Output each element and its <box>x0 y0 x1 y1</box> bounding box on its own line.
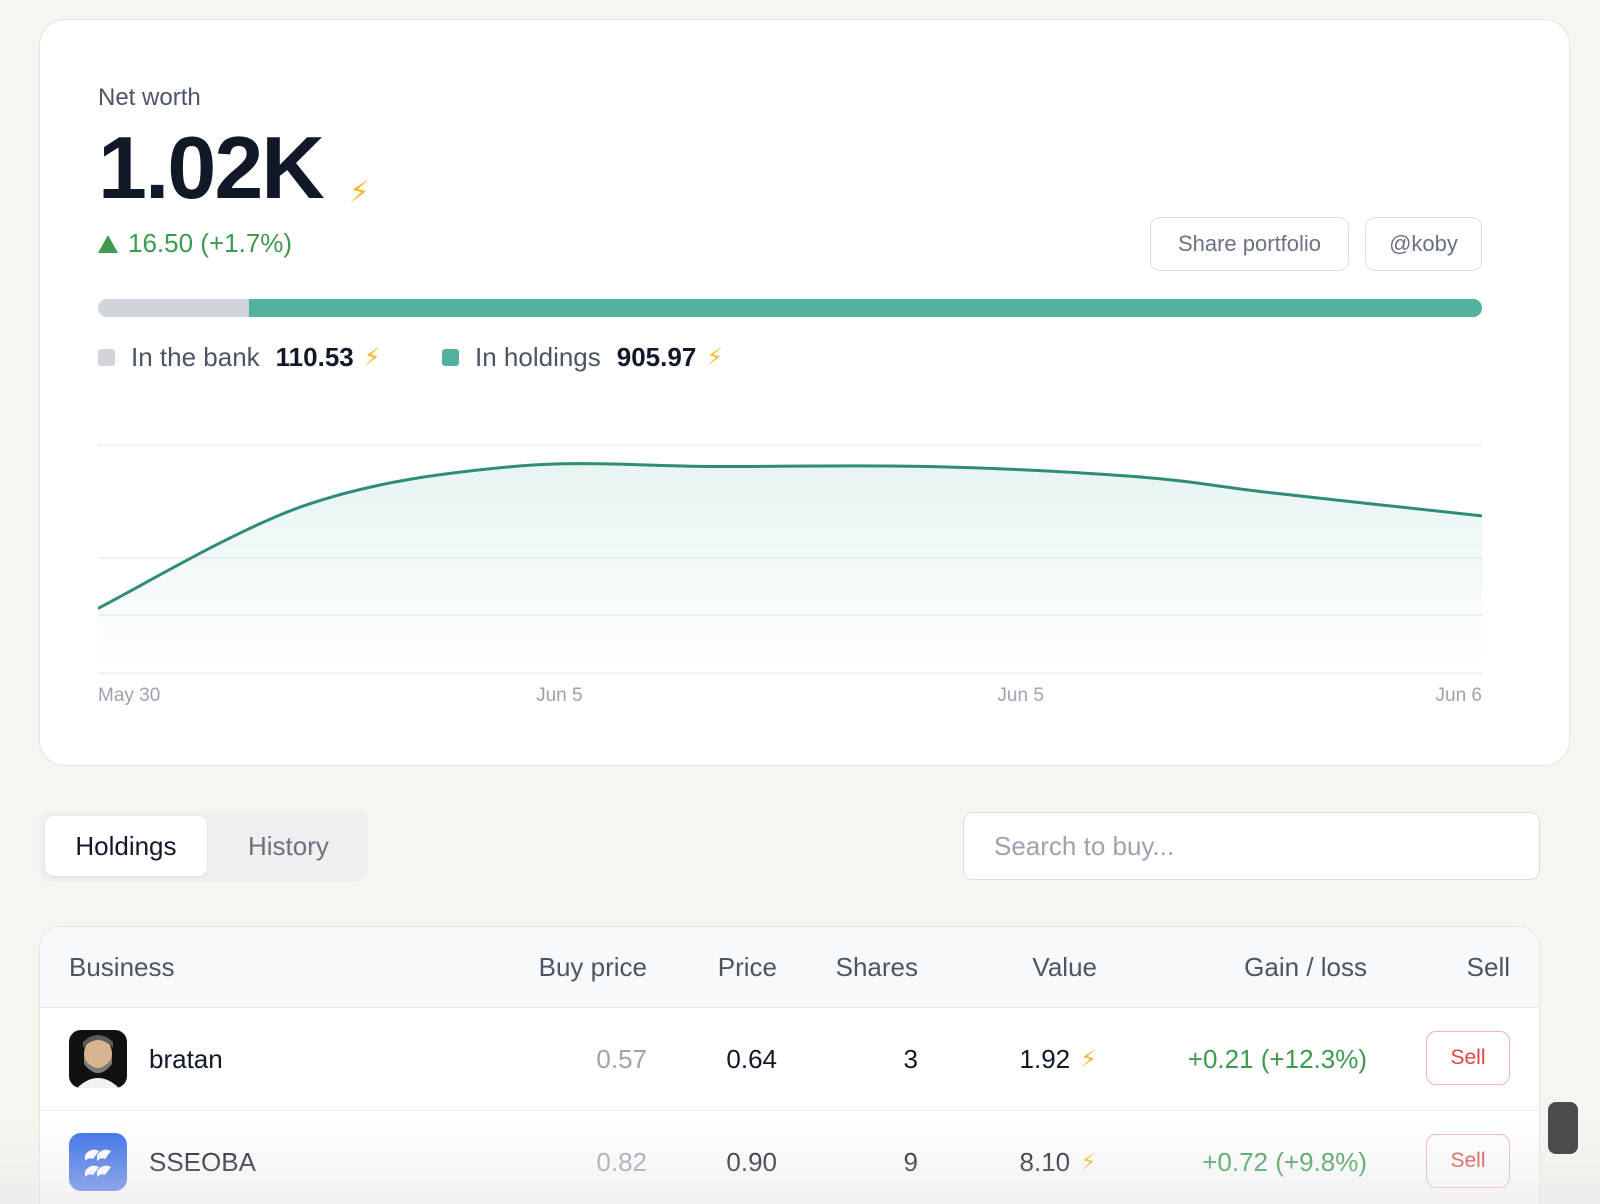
header-value: Value <box>1032 952 1097 982</box>
x-tick-label: Jun 5 <box>536 685 582 706</box>
sell-button[interactable]: Sell <box>1426 1031 1510 1085</box>
net-worth-chart: May 30 Jun 5 Jun 5 Jun 6 <box>98 444 1482 706</box>
share-portfolio-button[interactable]: Share portfolio <box>1150 217 1349 271</box>
chart-line <box>98 462 1482 610</box>
buy-price: 0.57 <box>596 1044 647 1074</box>
net-worth-label: Net worth <box>98 84 201 111</box>
shares: 3 <box>903 1044 918 1074</box>
header-price: Price <box>717 952 777 982</box>
lightning-bolt-icon: ⚡︎ <box>706 343 724 371</box>
table-row[interactable]: SSEOBA 0.82 0.90 9 8.10 ⚡︎ +0.72 (+9.8%) … <box>40 1111 1539 1204</box>
value-cell: 8.10 ⚡︎ <box>1020 1111 1097 1204</box>
business-name[interactable]: bratan <box>149 1044 223 1074</box>
allocation-bar <box>98 299 1482 317</box>
sell-button[interactable]: Sell <box>1426 1134 1510 1188</box>
bank-swatch <box>98 349 115 366</box>
net-worth-change-value: 16.50 (+1.7%) <box>128 228 293 258</box>
holdings-value: 905.97 <box>616 342 697 372</box>
search-input[interactable] <box>963 812 1540 880</box>
sseoba-logo-icon <box>69 1133 127 1191</box>
lightning-bolt-icon: ⚡︎ <box>1080 1045 1097 1073</box>
header-buy-price: Buy price <box>538 952 647 982</box>
value-cell: 1.92 ⚡︎ <box>1020 1008 1097 1111</box>
shares: 9 <box>903 1147 918 1177</box>
gain-loss: +0.72 (+9.8%) <box>1202 1147 1367 1177</box>
holdings-table: Business Buy price Price Shares Value Ga… <box>39 926 1540 1204</box>
net-worth-card: Net worth 1.02K ⚡︎ 16.50 (+1.7%) Share p… <box>39 19 1570 766</box>
allocation-holdings-fill <box>248 299 1482 317</box>
table-header: Business Buy price Price Shares Value Ga… <box>40 927 1539 1008</box>
tab-history[interactable]: History <box>247 830 329 861</box>
scrollbar-thumb[interactable] <box>1548 1102 1578 1154</box>
buy-price: 0.82 <box>596 1147 647 1177</box>
holdings-swatch <box>442 349 459 366</box>
header-business: Business <box>69 952 175 982</box>
legend-bank: In the bank 110.53 ⚡︎ <box>98 342 381 373</box>
bearded-man-avatar-icon <box>69 1030 127 1088</box>
bank-value: 110.53 <box>275 342 354 372</box>
x-tick-label: May 30 <box>98 685 160 706</box>
net-worth-change: 16.50 (+1.7%) <box>98 228 292 259</box>
net-worth-value: 1.02K <box>98 118 325 217</box>
price: 0.64 <box>726 1044 777 1074</box>
x-tick-label: Jun 6 <box>1436 685 1482 706</box>
header-shares: Shares <box>835 952 918 982</box>
triangle-up-icon <box>98 234 118 253</box>
tab-holdings[interactable]: Holdings <box>45 816 207 876</box>
view-tabs: Holdings History <box>39 810 368 882</box>
value: 1.92 <box>1019 1044 1071 1074</box>
gain-loss: +0.21 (+12.3%) <box>1187 1044 1367 1074</box>
chart-area <box>98 463 1482 673</box>
bank-label: In the bank <box>131 342 260 372</box>
header-sell: Sell <box>1466 952 1510 982</box>
net-worth-value-row: 1.02K ⚡︎ <box>98 124 370 212</box>
lightning-bolt-icon: ⚡︎ <box>363 343 381 371</box>
business-name[interactable]: SSEOBA <box>149 1147 256 1177</box>
user-handle-button[interactable]: @koby <box>1365 217 1482 271</box>
table-row[interactable]: bratan 0.57 0.64 3 1.92 ⚡︎ +0.21 (+12.3%)… <box>40 1008 1539 1111</box>
header-gain-loss: Gain / loss <box>1244 952 1367 982</box>
x-tick-label: Jun 5 <box>997 685 1043 706</box>
lightning-bolt-icon: ⚡︎ <box>348 176 370 209</box>
holdings-label: In holdings <box>475 342 601 372</box>
lightning-bolt-icon: ⚡︎ <box>1080 1148 1097 1176</box>
value: 8.10 <box>1019 1147 1071 1177</box>
price: 0.90 <box>726 1147 777 1177</box>
legend-holdings: In holdings 905.97 ⚡︎ <box>442 342 723 373</box>
